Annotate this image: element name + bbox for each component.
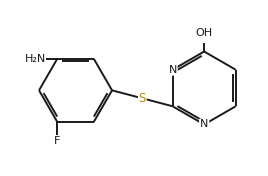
Text: N: N [168,65,177,75]
Text: OH: OH [196,28,213,38]
Text: N: N [200,120,208,130]
Text: S: S [139,92,146,105]
Text: F: F [54,136,61,146]
Text: H₂N: H₂N [25,54,46,64]
